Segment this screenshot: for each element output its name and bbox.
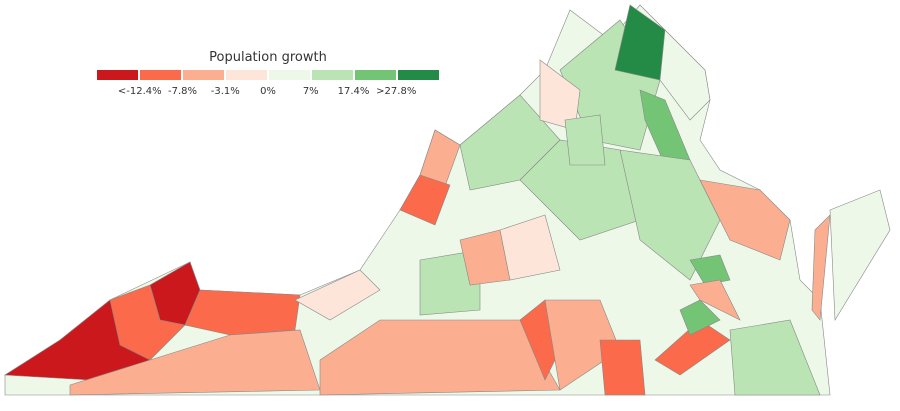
county-region bbox=[419, 249, 481, 316]
legend-label: -7.8% bbox=[167, 86, 198, 97]
legend-title: Population growth bbox=[209, 50, 327, 65]
legend-label: -3.1% bbox=[210, 86, 240, 97]
county-region bbox=[659, 29, 711, 121]
county-region bbox=[599, 339, 646, 396]
county-region bbox=[184, 289, 301, 336]
legend-swatch bbox=[312, 70, 353, 80]
county-region bbox=[399, 174, 451, 226]
county-region bbox=[69, 329, 321, 396]
legend-swatches bbox=[97, 70, 439, 80]
county-region bbox=[729, 319, 821, 396]
county-region bbox=[294, 269, 381, 321]
legend-label: 0% bbox=[260, 86, 276, 97]
county-region bbox=[829, 189, 891, 321]
legend-label: 7% bbox=[302, 86, 319, 97]
county-region bbox=[811, 214, 831, 321]
county-region bbox=[689, 254, 731, 286]
legend-label: 17.4% bbox=[337, 86, 370, 97]
county-region bbox=[699, 179, 791, 261]
county-region bbox=[679, 299, 721, 336]
county-region bbox=[654, 319, 731, 376]
legend-label: <-12.4% bbox=[117, 86, 162, 97]
county-region bbox=[499, 214, 561, 281]
legend-swatch bbox=[269, 70, 310, 80]
legend-swatch bbox=[398, 70, 439, 80]
county-region bbox=[614, 4, 666, 81]
legend-swatch bbox=[226, 70, 267, 80]
county-region bbox=[619, 149, 721, 281]
legend-swatch bbox=[97, 70, 138, 80]
county-region bbox=[689, 279, 741, 321]
legend-swatch bbox=[140, 70, 181, 80]
legend-label: >27.8% bbox=[376, 86, 417, 97]
legend-swatch bbox=[355, 70, 396, 80]
county-region bbox=[564, 114, 606, 166]
legend: Population growth <-12.4% -7.8% -3.1% 0%… bbox=[97, 50, 439, 102]
legend-swatch bbox=[183, 70, 224, 80]
